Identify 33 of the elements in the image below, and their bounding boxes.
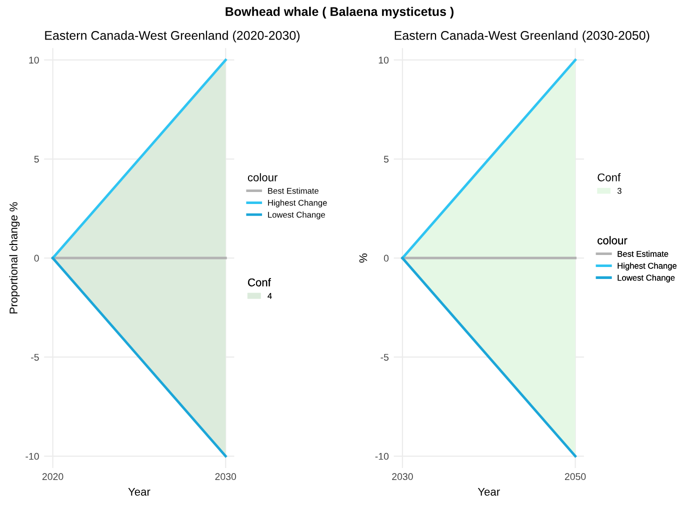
legend-label: Lowest Change bbox=[268, 212, 325, 220]
text: Conf bbox=[248, 278, 271, 286]
legend-label: 4 bbox=[268, 292, 272, 299]
x-axis-title: Year bbox=[478, 488, 500, 496]
y-axis-title: Proportional change % bbox=[9, 202, 20, 314]
y-tick-label: 10 bbox=[29, 56, 39, 64]
text: Bowhead whale ( Balaena mysticetus ) bbox=[226, 6, 454, 18]
legend-label: Best Estimate bbox=[268, 188, 318, 194]
text: colour bbox=[598, 236, 628, 244]
chart-title: Eastern Canada-West Greenland (2030-2050) bbox=[394, 30, 650, 42]
y-tick-label: -10 bbox=[26, 452, 39, 460]
legend-label: 3 bbox=[617, 188, 622, 194]
y-tick-label: 10 bbox=[378, 56, 389, 64]
y-tick-label: -5 bbox=[31, 354, 39, 361]
x-tick-label: 2050 bbox=[564, 473, 586, 480]
legend-label: Highest Change bbox=[618, 262, 677, 270]
x-axis-title: Year bbox=[128, 488, 150, 496]
legend-label: Highest Change bbox=[268, 200, 327, 208]
y-tick-label: -10 bbox=[375, 452, 389, 460]
legend-label: Lowest Change bbox=[618, 274, 675, 282]
x-tick-label: 2020 bbox=[42, 473, 64, 480]
x-tick-label: 2030 bbox=[392, 473, 413, 480]
y-tick-label: 5 bbox=[34, 156, 39, 163]
y-tick-label: 0 bbox=[34, 254, 39, 262]
y-tick-label: 5 bbox=[384, 156, 389, 163]
y-tick-label: 0 bbox=[384, 254, 389, 262]
text: Conf bbox=[598, 173, 621, 182]
x-tick-label: 2030 bbox=[215, 473, 236, 480]
y-axis-title: % bbox=[359, 254, 368, 263]
text: colour bbox=[248, 173, 278, 182]
legend-label: Best Estimate bbox=[618, 250, 668, 257]
y-tick-label: -5 bbox=[380, 354, 389, 361]
chart-title: Eastern Canada-West Greenland (2020-2030) bbox=[45, 30, 300, 42]
